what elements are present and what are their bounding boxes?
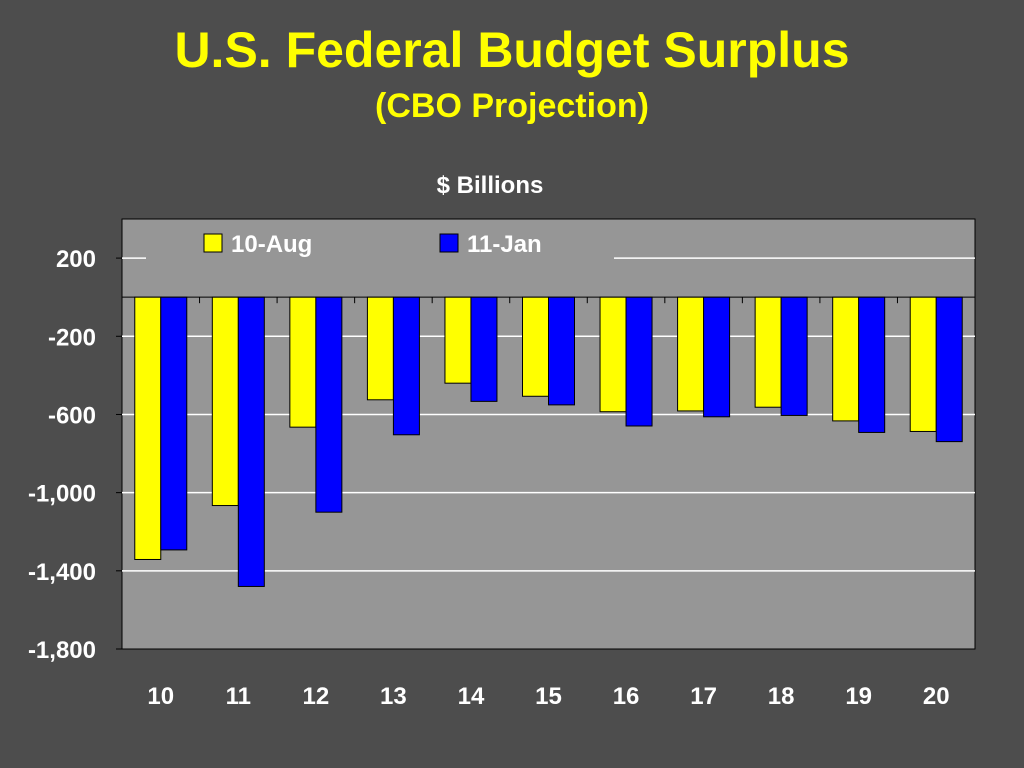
- bar-11-jan-20: [935, 296, 963, 443]
- bar-11-jan-13: [392, 296, 420, 436]
- x-tick-label: 12: [303, 683, 330, 710]
- x-tick-label: 17: [690, 683, 717, 710]
- legend-label-10-aug: 10-Aug: [231, 231, 312, 258]
- bar-10-aug-10: [134, 296, 162, 560]
- x-tick-label: 16: [613, 683, 640, 710]
- x-tick-label: 19: [845, 683, 872, 710]
- legend-swatch-11-jan: [439, 233, 459, 253]
- x-tick-label: 15: [535, 683, 562, 710]
- bar-10-aug-13: [366, 296, 394, 401]
- bar-10-aug-18: [754, 296, 782, 408]
- bar-10-aug-15: [522, 296, 549, 397]
- y-tick-label: -600: [48, 402, 96, 429]
- x-tick-label: 18: [768, 683, 795, 710]
- bar-11-jan-15: [548, 296, 575, 406]
- y-axis-unit-label: $ Billions: [436, 172, 544, 199]
- bar-10-aug-12: [289, 296, 317, 428]
- legend-swatch-10-aug: [203, 233, 223, 253]
- slide-subtitle: (CBO Projection): [375, 87, 649, 125]
- bar-11-jan-11: [237, 296, 265, 587]
- y-tick-label: -1,000: [28, 481, 96, 508]
- bar-11-jan-17: [703, 296, 731, 418]
- y-tick-label: -1,800: [28, 637, 96, 664]
- legend-label-11-jan: 11-Jan: [467, 231, 542, 258]
- y-tick-label: 200: [56, 246, 96, 273]
- bar-11-jan-10: [160, 296, 188, 551]
- bar-10-aug-16: [599, 296, 627, 413]
- bar-11-jan-19: [858, 296, 886, 433]
- bar-10-aug-14: [444, 296, 472, 384]
- x-tick-label: 13: [380, 683, 407, 710]
- legend-box: [146, 226, 614, 262]
- x-tick-label: 10: [147, 683, 174, 710]
- bar-10-aug-19: [832, 296, 860, 422]
- bar-10-aug-17: [677, 296, 705, 412]
- bar-10-aug-11: [211, 296, 239, 507]
- y-tick-label: -200: [48, 324, 96, 351]
- bar-11-jan-14: [470, 296, 498, 402]
- bar-11-jan-16: [625, 296, 653, 427]
- bar-10-aug-20: [909, 296, 937, 432]
- y-tick-label: -1,400: [28, 559, 96, 586]
- slide-title: U.S. Federal Budget Surplus: [174, 22, 850, 78]
- bar-11-jan-12: [315, 296, 343, 513]
- bar-11-jan-18: [780, 296, 808, 416]
- x-tick-label: 20: [923, 683, 950, 710]
- x-tick-label: 11: [226, 683, 251, 710]
- x-tick-label: 14: [458, 683, 485, 710]
